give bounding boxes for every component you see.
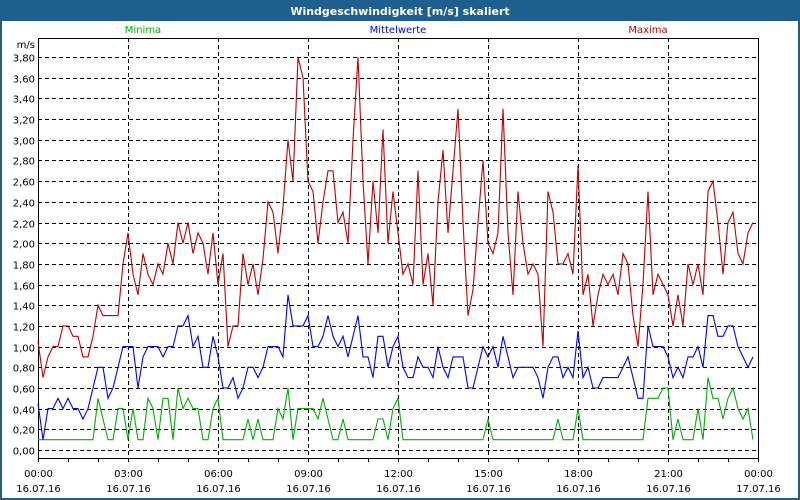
y-tick-label: 3,00	[13, 137, 35, 148]
x-tick-date: 16.07.16	[286, 484, 331, 495]
x-tick-time: 21:00	[654, 469, 683, 480]
x-tick-date: 16.07.16	[646, 484, 691, 495]
y-tick-label: 2,00	[13, 240, 35, 251]
y-tick-label: 1,20	[13, 323, 35, 334]
y-axis-unit: m/s	[17, 40, 35, 51]
x-tick-time: 00:00	[744, 469, 773, 480]
y-tick-label: 1,60	[13, 282, 35, 293]
x-tick-time: 06:00	[204, 469, 233, 480]
y-tick-label: 0,60	[13, 385, 35, 396]
legend-mittelwerte: Mittelwerte	[370, 25, 427, 36]
x-tick-date: 16.07.16	[376, 484, 421, 495]
y-tick-label: 1,40	[13, 302, 35, 313]
x-tick-time: 18:00	[564, 469, 593, 480]
y-tick-label: 0,80	[13, 364, 35, 375]
window-title: Windgeschwindigkeit [m/s] skaliert	[2, 2, 798, 21]
y-tick-label: 3,20	[13, 116, 35, 127]
y-tick-label: 0,20	[13, 426, 35, 437]
y-tick-label: 2,80	[13, 157, 35, 168]
x-tick-date: 16.07.16	[106, 484, 151, 495]
y-tick-label: 1,00	[13, 344, 35, 355]
x-tick-date: 16.07.16	[16, 484, 61, 495]
x-tick-time: 00:00	[24, 469, 53, 480]
series-line-minima	[38, 377, 754, 441]
series-line-maxima	[37, 56, 754, 378]
y-tick-label: 2,40	[13, 199, 35, 210]
y-tick-label: 3,60	[13, 75, 35, 86]
x-tick-time: 09:00	[294, 469, 323, 480]
x-tick-time: 03:00	[114, 469, 143, 480]
y-tick-label: 3,40	[13, 95, 35, 106]
y-tick-label: 2,20	[13, 220, 35, 231]
x-tick-time: 15:00	[474, 469, 503, 480]
y-tick-label: 2,60	[13, 178, 35, 189]
x-tick-date: 16.07.16	[556, 484, 601, 495]
legend-minima: Minima	[125, 25, 161, 36]
y-tick-label: 1,80	[13, 261, 35, 272]
x-tick-time: 12:00	[384, 469, 413, 480]
y-tick-label: 0,00	[13, 447, 35, 458]
legend-maxima: Maxima	[628, 25, 667, 36]
x-tick-date: 16.07.16	[196, 484, 241, 495]
y-tick-label: 3,80	[13, 54, 35, 65]
series-line-mittelwerte	[37, 294, 754, 440]
y-tick-label: 0,40	[13, 406, 35, 417]
x-tick-date: 17.07.16	[736, 484, 781, 495]
x-tick-date: 16.07.16	[466, 484, 511, 495]
